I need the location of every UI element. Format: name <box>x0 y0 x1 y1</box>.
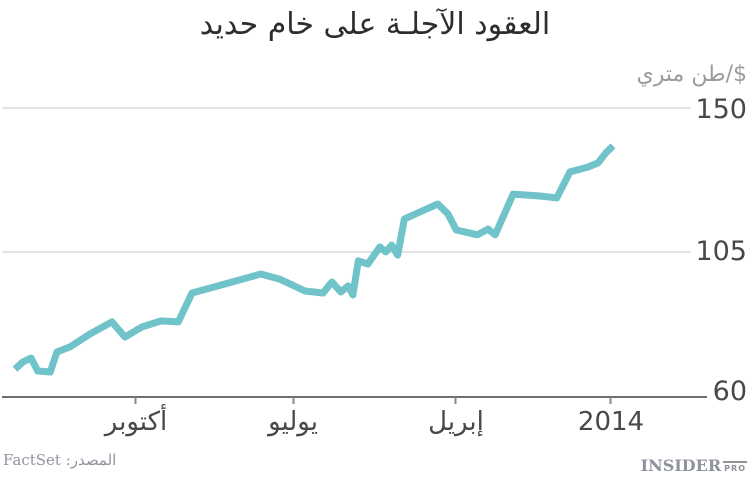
price-line-series <box>12 143 616 376</box>
logo-pro-badge: PRO <box>723 461 747 473</box>
x-tick-label-april: إبريل <box>428 407 484 437</box>
x-tick-label-october: أكتوبر <box>104 407 168 437</box>
x-tick-label-july: يوليو <box>268 407 318 437</box>
y-tick-label-105: 105 <box>695 236 747 267</box>
y-tick-label-60: 60 <box>712 376 747 407</box>
y-axis-unit-label: $/طن متري <box>636 62 747 87</box>
source-attribution: المصدر: FactSet <box>3 451 117 469</box>
logo-insider-text: INSIDER <box>640 456 722 475</box>
x-axis-tick-marks <box>134 397 612 404</box>
y-tick-label-150: 150 <box>695 94 747 125</box>
chart-title: العقود الآجلـة على خام حديد <box>199 7 551 42</box>
insider-pro-logo: INSIDER PRO <box>641 456 747 475</box>
x-tick-label-2014: 2014 <box>577 407 645 437</box>
